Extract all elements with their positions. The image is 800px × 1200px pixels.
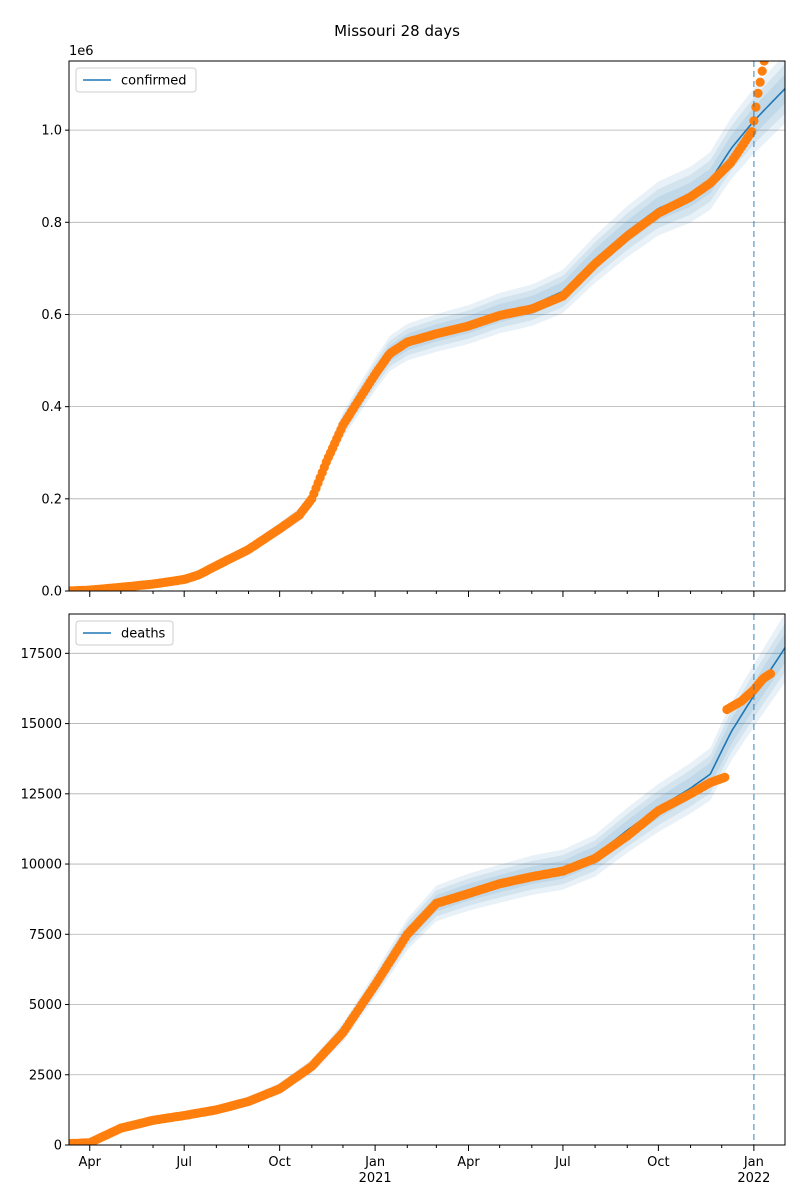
plot-area <box>69 614 785 1145</box>
observed-point <box>757 66 767 76</box>
y-tick-label: 17500 <box>21 647 62 662</box>
chart-title: Missouri 28 days <box>334 22 460 40</box>
uncertainty-band <box>69 614 785 1145</box>
legend: deaths <box>75 620 174 646</box>
observed-point <box>765 669 776 679</box>
observed-point <box>747 127 757 137</box>
x-tick-label: Jul <box>175 1155 192 1170</box>
y-tick-label: 0 <box>54 1139 62 1154</box>
uncertainty-band <box>69 61 785 591</box>
y-tick-label: 15000 <box>21 717 62 732</box>
axes-frame <box>68 60 786 592</box>
uncertainty-band <box>69 623 785 1145</box>
y-tick-label: 7500 <box>29 928 62 943</box>
y-tick-label: 0.6 <box>41 308 62 323</box>
observed-point <box>755 77 765 87</box>
legend-box <box>75 620 174 646</box>
axis-offset-label: 1e6 <box>69 44 94 59</box>
y-tick-label: 0.2 <box>41 492 62 507</box>
observed-point <box>720 772 730 782</box>
legend: confirmed <box>75 67 197 93</box>
observed-point <box>753 88 763 98</box>
y-tick-label: 1.0 <box>41 124 62 139</box>
x-tick-label: Jul <box>554 1155 571 1170</box>
x-tick-year-label: 2022 <box>737 1171 770 1186</box>
x-tick-label: Oct <box>647 1155 669 1170</box>
deaths-panel: 0 2500 5000 7500 10000 12500 15000 17500 Apr Jul O… <box>21 613 786 1186</box>
y-tick-label: 10000 <box>21 858 62 873</box>
axes-frame <box>68 613 786 1146</box>
observed-point <box>749 116 759 126</box>
y-tick-label: 12500 <box>21 787 62 802</box>
uncertainty-band <box>69 633 785 1145</box>
y-tick-label: 2500 <box>29 1068 62 1083</box>
x-tick-label: Oct <box>268 1155 290 1170</box>
y-tick-label: 0.4 <box>41 400 62 415</box>
y-tick-label: 0.8 <box>41 216 62 231</box>
uncertainty-band <box>69 63 785 591</box>
x-tick-year-label: 2021 <box>359 1171 392 1186</box>
y-tick-label: 5000 <box>29 998 62 1013</box>
x-tick-label: Jan <box>364 1155 385 1170</box>
observed-point <box>751 102 761 112</box>
x-tick-label: Jan <box>743 1155 764 1170</box>
legend-label: deaths <box>121 627 166 642</box>
legend-label: confirmed <box>121 74 187 89</box>
plot-area <box>69 61 785 591</box>
confirmed-panel: 0.0 0.2 0.4 0.6 0.8 1.0 1e6 confirmed <box>41 44 786 600</box>
model-line <box>69 647 785 1145</box>
x-tick-label: Apr <box>79 1155 102 1170</box>
observed-point <box>759 61 769 66</box>
legend-box <box>75 67 197 93</box>
x-tick-label: Apr <box>457 1155 480 1170</box>
y-tick-label: 0.0 <box>41 585 62 600</box>
